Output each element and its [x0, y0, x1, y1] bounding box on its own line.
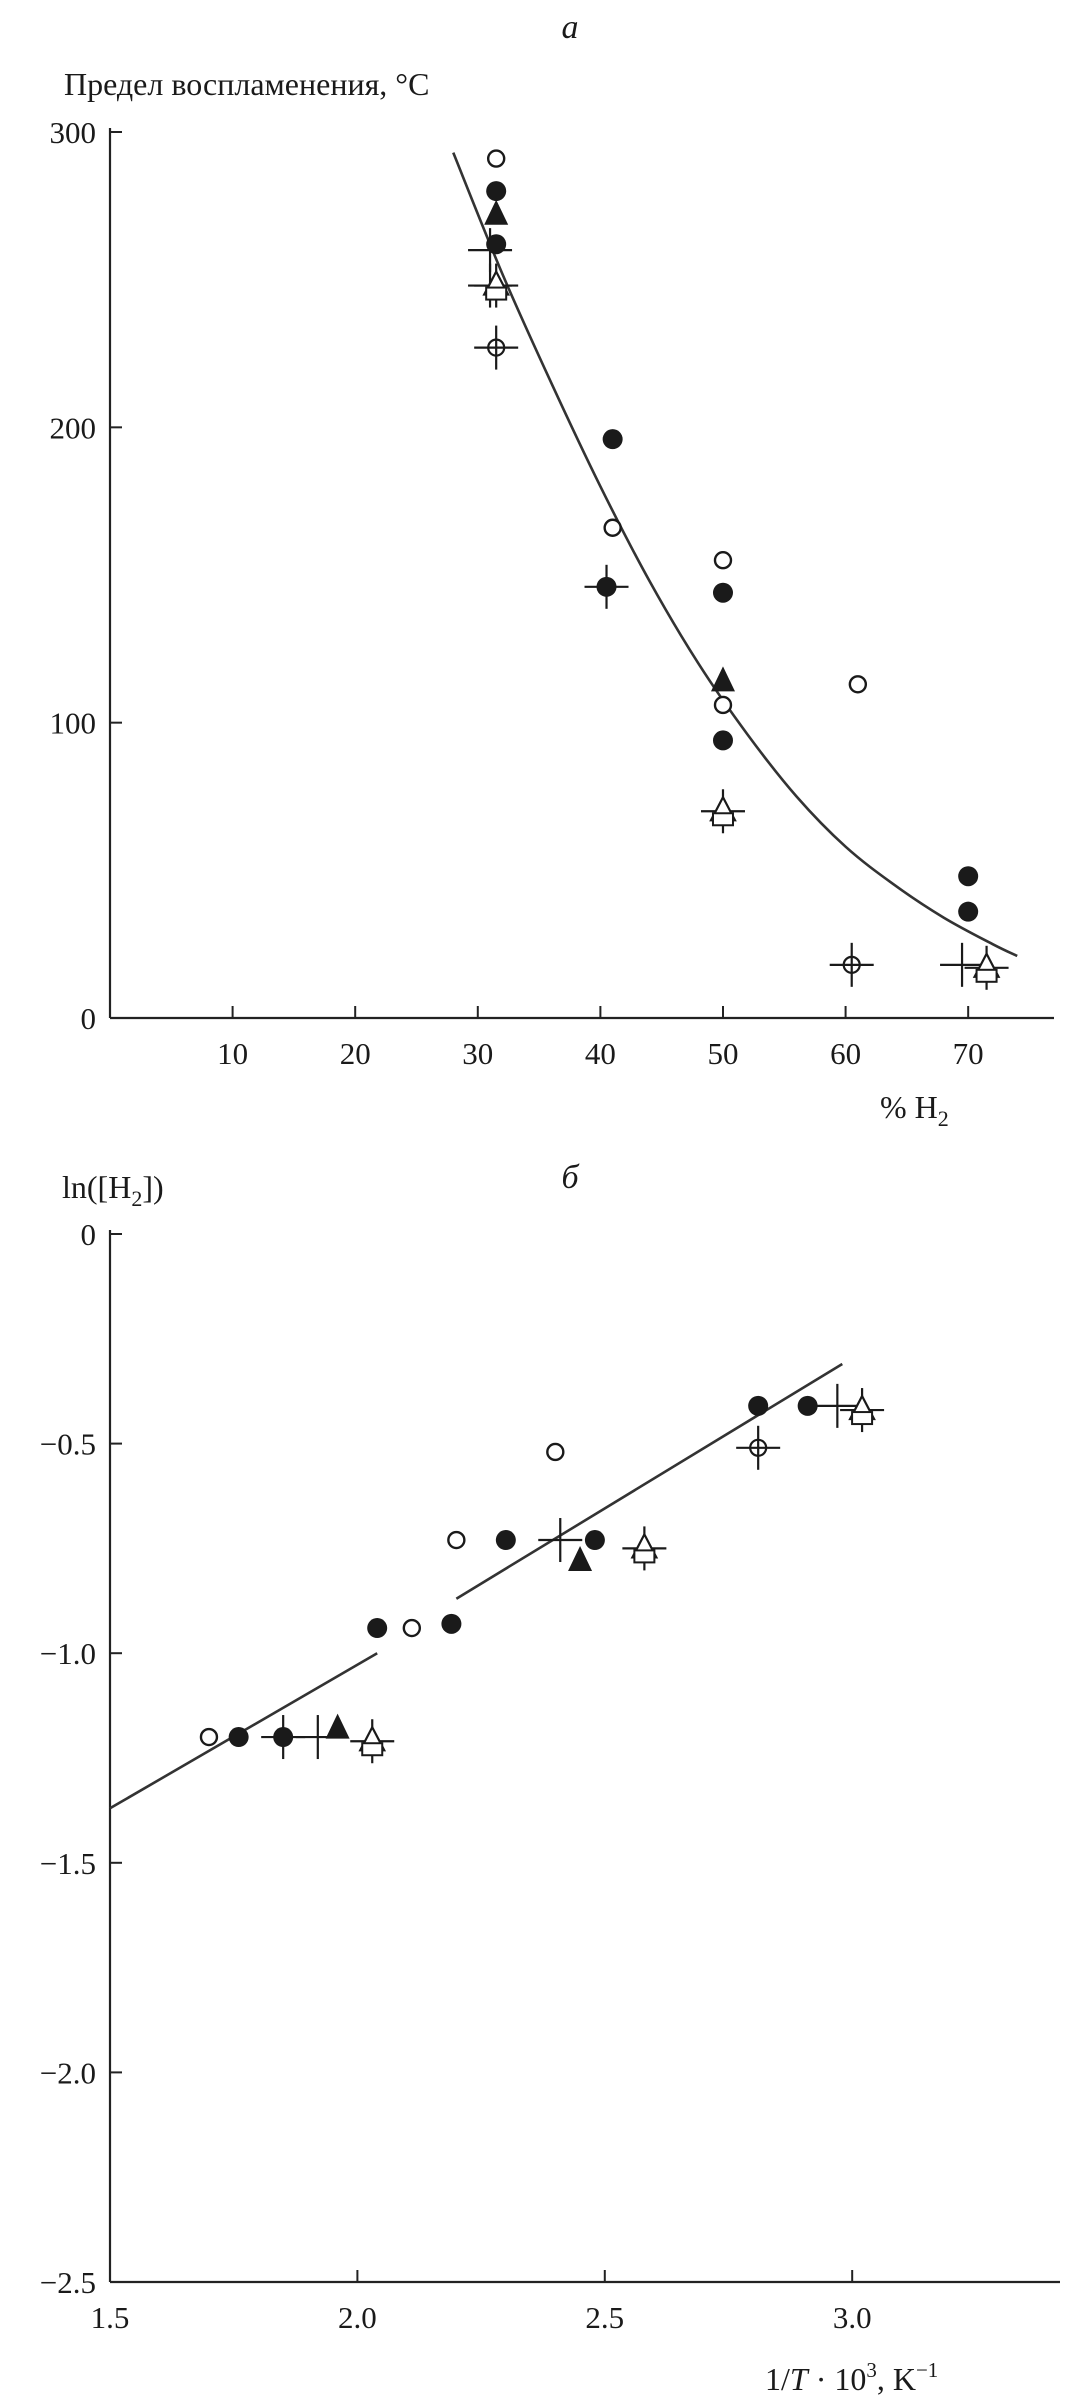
- panel-a-x-tick-label: 10: [217, 1036, 248, 1071]
- panel-a-point-open-triangle: [474, 263, 519, 308]
- chart-panel-a: а Предел воспламенения, °C % H2 10 20 30 40…: [50, 9, 1054, 1131]
- panel-a-point-filled-circle: [602, 429, 623, 450]
- panel-a-point-open-triangle: [700, 789, 745, 834]
- panel-b-point-cross: [538, 1518, 583, 1563]
- panel-b-point-open-triangle: [350, 1719, 395, 1764]
- panel-b-y-tick-label: −1.0: [40, 1636, 96, 1671]
- panel-b-point-open-circle: [402, 1618, 422, 1638]
- panel-b-point-filled-circle: [748, 1395, 769, 1416]
- panel-a-y-tick-label: 200: [50, 410, 97, 445]
- panel-a-point-filled-circle: [958, 901, 979, 922]
- panel-a-point-filled-circle: [712, 730, 733, 751]
- panel-b-y-tick-label: −0.5: [40, 1427, 96, 1462]
- panel-b-x-axis-title: 1/T · 103, K−1: [765, 2358, 938, 2397]
- panel-b-point-open-circle-cross: [736, 1425, 781, 1470]
- panel-b-point-filled-circle: [584, 1530, 605, 1551]
- panel-a-ticks: 10 20 30 40 50 60 70 0 100 200 300: [50, 115, 984, 1071]
- panel-a-point-open-circle-cross: [829, 942, 874, 987]
- panel-a-y-tick-label: 300: [50, 115, 97, 150]
- panel-a-point-open-circle: [713, 551, 733, 570]
- panel-b-y-tick-label: −2.5: [40, 2265, 96, 2300]
- panel-a-point-filled-circle: [486, 181, 507, 202]
- panel-b-point-filled-triangle: [568, 1545, 593, 1571]
- panel-b-y-tick-label: 0: [81, 1217, 97, 1252]
- panel-a-x-tick-label: 50: [707, 1036, 738, 1071]
- panel-a-point-open-circle: [848, 675, 868, 694]
- panel-a-x-tick-label: 60: [830, 1036, 861, 1071]
- panel-b-x-tick-label: 1.5: [91, 2300, 130, 2335]
- panel-a-x-tick-label: 30: [462, 1036, 493, 1071]
- panel-b-point-filled-circle: [228, 1727, 249, 1748]
- panel-a-letter: а: [562, 9, 579, 46]
- panel-a-fit-curve: [452, 152, 1018, 958]
- panel-b-y-tick-label: −1.5: [40, 1846, 96, 1881]
- panel-a-x-tick-label: 40: [585, 1036, 616, 1071]
- panel-b-markers: [199, 1383, 885, 1764]
- panel-a-point-filled-circle-cross: [584, 564, 629, 609]
- panel-a-x-tick-label: 20: [340, 1036, 371, 1071]
- panel-a-point-open-triangle: [964, 945, 1009, 990]
- panel-a-point-open-circle-cross: [474, 325, 519, 370]
- panel-b-point-open-triangle: [840, 1388, 885, 1433]
- panel-b-letter: б: [561, 1159, 580, 1196]
- panel-a-y-tick-label: 0: [81, 1001, 97, 1036]
- panel-a-point-open-circle: [486, 149, 506, 168]
- panel-b-point-open-circle: [199, 1727, 219, 1747]
- panel-b-fit-line: [455, 1362, 843, 1600]
- panel-a-point-filled-triangle: [710, 666, 735, 692]
- panel-b-point-filled-circle: [797, 1395, 818, 1416]
- panel-b-point-open-triangle: [622, 1526, 667, 1571]
- panel-b-point-open-circle: [447, 1530, 466, 1550]
- panel-b-ticks: 1.5 2.0 2.5 3.0 0 −0.5 −1.0 −1.5 −2.0 −2.5: [40, 1217, 872, 2335]
- panel-b-point-filled-circle: [367, 1618, 388, 1639]
- panel-b-y-tick-label: −2.0: [40, 2055, 96, 2090]
- panel-b-point-cross: [815, 1383, 860, 1428]
- panel-a-point-open-circle: [713, 695, 733, 715]
- panel-b-y-axis-title: ln([H2]): [62, 1169, 164, 1211]
- panel-a-y-axis-title: Предел воспламенения, °C: [64, 66, 429, 102]
- panel-a-point-open-circle: [603, 518, 622, 537]
- panel-b-x-tick-label: 2.5: [585, 2300, 624, 2335]
- panel-a-point-filled-circle: [958, 866, 979, 887]
- panel-a-markers: [468, 149, 1009, 990]
- chart-panel-b: б ln([H2]) 1/T · 103, K−1 1.5 2.0 2.5 3.0 0 −…: [40, 1159, 1060, 2397]
- panel-a-point-filled-triangle: [484, 199, 509, 225]
- panel-b-fit-lines: [109, 1362, 843, 1810]
- panel-b-point-open-circle: [546, 1442, 565, 1462]
- panel-b-x-tick-label: 2.0: [338, 2300, 377, 2335]
- panel-b-x-tick-label: 3.0: [833, 2300, 872, 2335]
- panel-a-x-tick-label: 70: [953, 1036, 984, 1071]
- panel-b-point-filled-triangle: [325, 1713, 350, 1739]
- panel-a-y-tick-label: 100: [50, 706, 97, 741]
- panel-b-point-filled-circle: [441, 1613, 462, 1634]
- panel-b-point-filled-circle: [495, 1530, 516, 1551]
- panel-a-x-axis-title: % H2: [880, 1089, 949, 1131]
- panel-a-point-filled-circle: [712, 582, 733, 603]
- panel-a-point-cross: [940, 942, 985, 987]
